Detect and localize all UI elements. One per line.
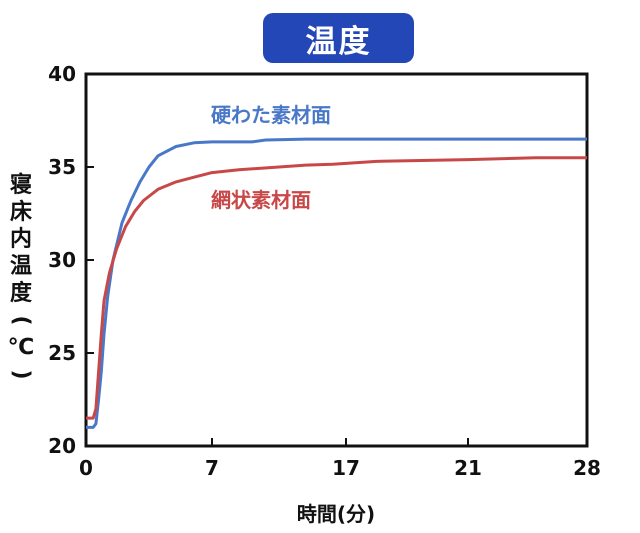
x-tick-label: 7 [205,456,219,480]
y-axis-label-char: ℃ [7,335,35,360]
chart-title: 温度 [305,23,372,60]
series-line-1 [86,137,587,429]
y-axis-label: 寝床内温度(℃) [4,172,38,388]
plot-area-frame [84,72,589,448]
series-line-2 [86,156,587,420]
series-label-1: 硬わた素材面 [211,103,331,127]
ticks-layer: 20 25 30 35 40 0 7 17 21 28 [48,62,601,480]
y-axis-label-char: 温 [9,254,32,279]
chart-title-badge: 温度 [263,13,414,63]
y-axis-label-char: 床 [9,200,32,225]
y-axis-label-char: 内 [9,227,32,252]
y-tick-label: 25 [48,341,76,365]
y-tick-label: 35 [48,155,76,179]
x-tick-label: 28 [573,456,601,480]
series-label-2: 網状素材面 [211,188,311,212]
y-axis-label-char: 寝 [9,173,32,198]
series-layer [86,137,587,429]
y-axis-label-char: 度 [9,281,32,306]
x-tick-label: 21 [454,456,482,480]
y-tick-label: 40 [48,62,76,86]
x-tick-label: 0 [79,456,93,480]
x-tick-label: 17 [332,456,360,480]
y-tick-label: 20 [48,434,76,458]
y-tick-label: 30 [48,248,76,272]
x-axis-label: 時間(分) [297,502,375,526]
